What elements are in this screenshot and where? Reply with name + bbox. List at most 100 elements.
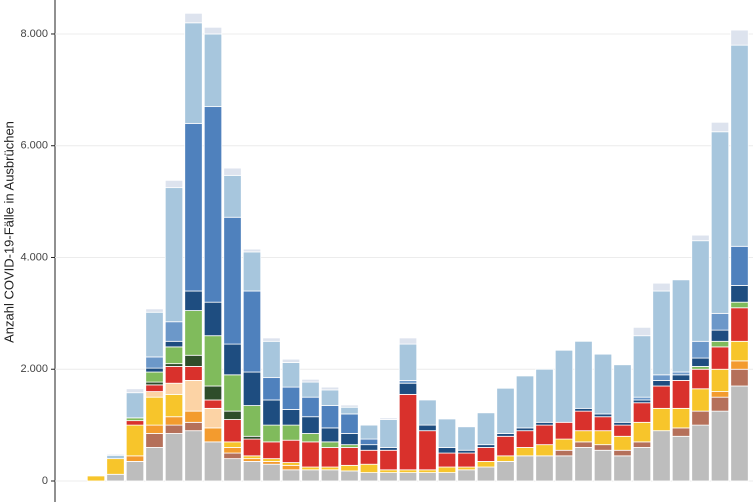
bar-segment — [242, 435, 262, 440]
bar-segment — [632, 421, 652, 443]
bar-segment — [730, 307, 749, 342]
bar-segment — [164, 346, 184, 365]
bar-segment — [574, 340, 593, 409]
bar-segment — [398, 337, 418, 345]
y-tick-label: 0 — [42, 475, 48, 487]
bar-segment — [496, 455, 515, 462]
bar-segment — [652, 374, 671, 381]
bar-segment — [145, 308, 164, 313]
bar-segment — [203, 106, 223, 303]
bar-segment — [106, 458, 125, 475]
bar-segment — [106, 454, 125, 460]
bar-segment — [730, 44, 749, 247]
bar-segment — [301, 381, 320, 398]
bar-segment — [535, 444, 554, 457]
bar-segment — [184, 366, 203, 381]
bar-segment — [223, 167, 242, 176]
bar-segment — [203, 441, 223, 482]
bar-segment — [574, 410, 593, 432]
bar-segment — [671, 407, 691, 429]
bar-segment — [164, 363, 184, 367]
bar-segment — [691, 368, 710, 390]
bar-segment — [613, 364, 632, 423]
bar-segment — [593, 449, 613, 482]
bar-segment — [340, 404, 359, 408]
bar-segment — [262, 463, 281, 482]
bar-segment — [203, 33, 223, 108]
bar-segment — [418, 399, 437, 426]
bar-segment — [535, 424, 554, 446]
bar-segment — [184, 410, 203, 423]
bar-segment — [574, 441, 593, 448]
bar-segment — [320, 447, 340, 468]
bar-segment — [691, 357, 710, 367]
bar-segment — [262, 399, 281, 426]
bar-segment — [164, 340, 184, 348]
bar-segment — [652, 282, 671, 292]
bar-segment — [262, 337, 281, 342]
bar-segment — [242, 458, 262, 462]
bar-segment — [418, 469, 437, 474]
bar-segment — [125, 455, 145, 462]
bar-segment — [574, 430, 593, 443]
bar-segment — [398, 343, 418, 381]
bar-segment — [632, 402, 652, 423]
bar-segment — [437, 447, 457, 454]
bar-segment — [691, 240, 710, 342]
bar-segment — [359, 438, 379, 446]
bar-segment — [242, 251, 262, 292]
bar-segment — [730, 385, 749, 482]
bar-segment — [106, 453, 125, 456]
bar-segment — [710, 312, 730, 331]
bar-segment — [223, 374, 242, 412]
bar-segment — [437, 466, 457, 474]
bar-segment — [457, 469, 476, 482]
bar-segment — [632, 447, 652, 482]
bar-segment — [476, 444, 496, 448]
bar-segment — [379, 419, 398, 448]
bar-segment — [554, 449, 574, 457]
bar-segment — [184, 12, 203, 24]
bar-segment — [281, 409, 301, 426]
bar-segment — [379, 469, 398, 474]
bar-segment — [164, 433, 184, 482]
bar-segment — [593, 413, 613, 418]
bar-segment — [515, 447, 535, 457]
bar-segment — [242, 455, 262, 460]
bar-segment — [730, 285, 749, 303]
bar-segment — [535, 455, 554, 482]
bar-segment — [320, 469, 340, 482]
bar-segment — [710, 368, 730, 392]
bar-segment — [379, 472, 398, 482]
y-tick-label: 2.000 — [20, 363, 48, 375]
bar-segment — [301, 441, 320, 468]
bar-segment — [320, 386, 340, 391]
bar-segment — [184, 380, 203, 412]
bar-segment — [476, 461, 496, 468]
bar-segment — [223, 343, 242, 376]
bar-segment — [242, 248, 262, 253]
bar-segment — [437, 418, 457, 448]
bar-segment — [223, 216, 242, 345]
bar-segment — [164, 393, 184, 418]
bar-segment — [164, 416, 184, 426]
bar-segment — [184, 430, 203, 482]
bar-segment — [535, 421, 554, 426]
bar-segment — [262, 340, 281, 379]
bar-segment — [164, 321, 184, 342]
bar-segment — [223, 458, 242, 482]
bar-segment — [398, 393, 418, 471]
bar-segment — [184, 22, 203, 124]
bar-segment — [223, 441, 242, 448]
bar-segment — [145, 384, 164, 392]
bar-segment — [145, 381, 164, 386]
bar-segment — [223, 410, 242, 420]
bar-segment — [710, 329, 730, 342]
bar-segment — [164, 424, 184, 434]
bar-segment — [242, 290, 262, 373]
bar-segment — [691, 366, 710, 370]
bar-segment — [281, 439, 301, 463]
bar-segment — [593, 430, 613, 446]
bar-segment — [593, 444, 613, 451]
